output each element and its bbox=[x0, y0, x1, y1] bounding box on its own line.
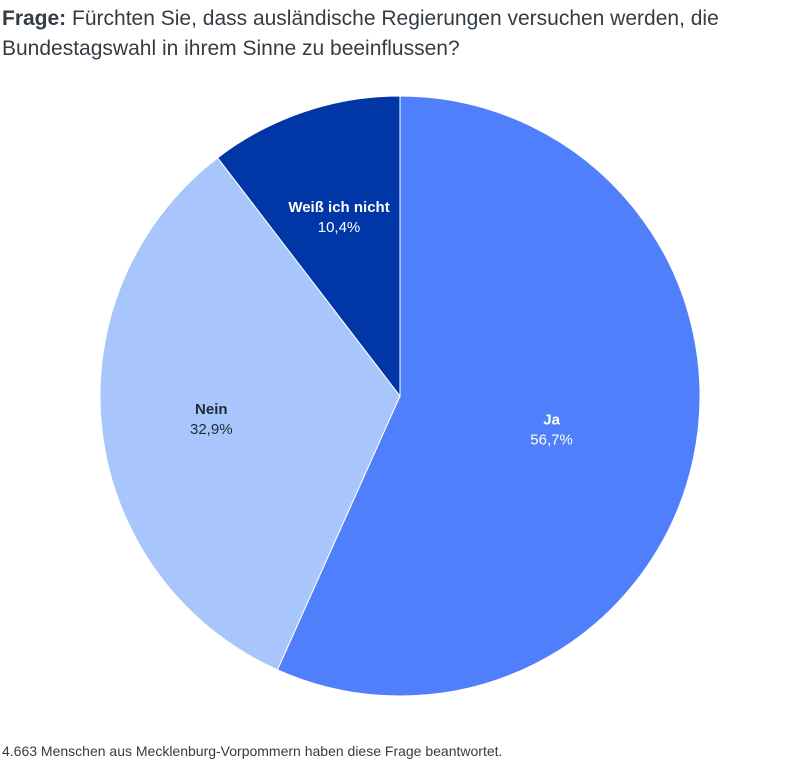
pie-slice-nein bbox=[99, 157, 401, 671]
slice-value-label: 10,4% bbox=[318, 219, 361, 236]
slice-category-label: Ja bbox=[543, 411, 560, 428]
slice-value-label: 56,7% bbox=[530, 431, 573, 448]
pie-slice-ja bbox=[276, 95, 701, 697]
question-text: Fürchten Sie, dass ausländische Regierun… bbox=[2, 7, 719, 60]
question-label: Frage: bbox=[2, 7, 67, 30]
slice-category-label: Weiß ich nicht bbox=[288, 199, 389, 216]
chart-question: Frage: Fürchten Sie, dass ausländische R… bbox=[2, 4, 792, 64]
slice-category-label: Nein bbox=[195, 401, 228, 418]
slice-value-label: 32,9% bbox=[190, 421, 233, 438]
pie-slice-weiß-ich-nicht bbox=[216, 95, 401, 398]
respondent-count-note: 4.663 Menschen aus Mecklenburg-Vorpommer… bbox=[2, 743, 503, 759]
